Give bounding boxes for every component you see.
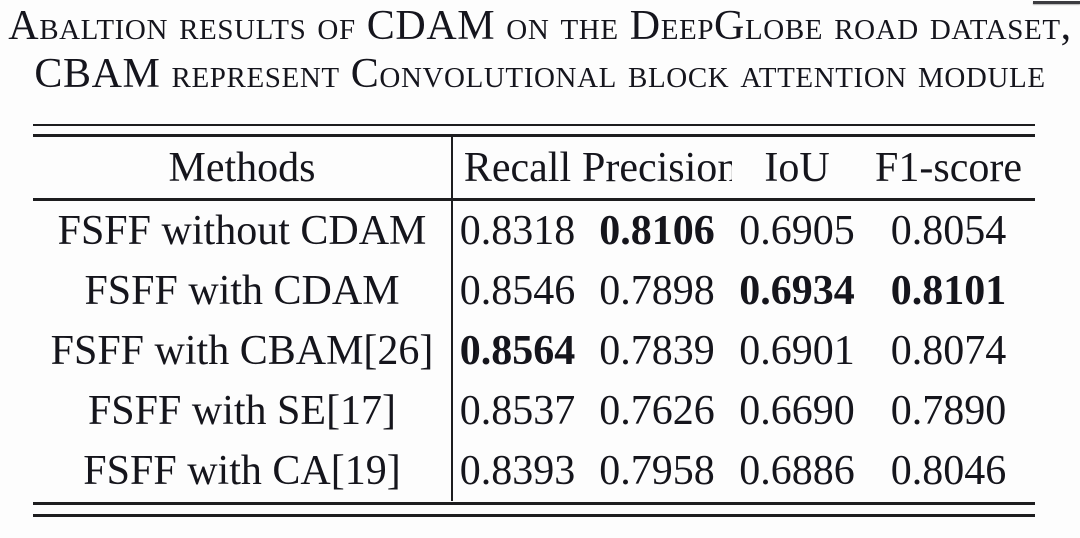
metric-cell: 0.8106 (599, 208, 715, 254)
metric-cell: 0.7839 (599, 328, 715, 374)
header-f1-score: F1-score (862, 137, 1035, 201)
metric-cell: 0.7898 (599, 268, 715, 314)
metric-cell: 0.7958 (599, 448, 715, 494)
header-row: Methods Recall Precision IoU F1-score (33, 137, 1035, 201)
top-rule-outer (33, 124, 1035, 126)
metric-cell: 0.8393 (459, 448, 576, 494)
cropped-artifact-line (1033, 1, 1080, 4)
bottom-rule-inner (33, 514, 1035, 517)
method-cell: FSFF with CDAM (33, 261, 453, 321)
table-row: FSFF without CDAM 0.8318 0.8106 0.6905 0… (33, 199, 1035, 261)
method-cell: FSFF with SE[17] (33, 381, 453, 441)
metric-cell: 0.8101 (890, 268, 1007, 314)
table-row: FSFF with SE[17] 0.8537 0.7626 0.6690 0.… (33, 381, 1035, 441)
table-row: FSFF with CA[19] 0.8393 0.7958 0.6886 0.… (33, 441, 1035, 501)
caption-line-1: Abaltion results of CDAM on the DeepGlob… (8, 3, 1072, 49)
table-caption: Abaltion results of CDAM on the DeepGlob… (0, 2, 1080, 98)
bottom-rule-outer (33, 502, 1035, 505)
method-cell: FSFF with CA[19] (33, 441, 453, 501)
table-row: FSFF with CDAM 0.8546 0.7898 0.6934 0.81… (33, 261, 1035, 321)
ablation-results-table: Methods Recall Precision IoU F1-score FS… (33, 137, 1035, 501)
header-recall: Recall (452, 137, 582, 201)
metric-cell: 0.8054 (890, 208, 1007, 254)
metric-cell: 0.6690 (739, 388, 855, 434)
table-row: FSFF with CBAM[26] 0.8564 0.7839 0.6901 … (33, 321, 1035, 381)
top-rule-inner (33, 134, 1035, 137)
metric-cell: 0.7890 (890, 388, 1007, 434)
metric-cell: 0.6901 (739, 328, 855, 374)
metric-cell: 0.8546 (459, 268, 576, 314)
header-iou: IoU (732, 137, 862, 201)
metric-cell: 0.8074 (890, 328, 1007, 374)
metric-cell: 0.7626 (599, 388, 715, 434)
metric-cell: 0.6886 (739, 448, 855, 494)
method-cell: FSFF without CDAM (33, 199, 453, 261)
results-table-container: Methods Recall Precision IoU F1-score FS… (33, 124, 1035, 518)
metric-cell: 0.8318 (459, 208, 576, 254)
metric-cell: 0.8046 (890, 448, 1007, 494)
metric-cell: 0.6934 (739, 268, 855, 314)
metric-cell: 0.6905 (739, 208, 855, 254)
caption-line-2: CBAM represent Convolutional block atten… (34, 51, 1046, 97)
header-methods: Methods (33, 137, 453, 201)
metric-cell: 0.8564 (459, 328, 576, 374)
metric-cell: 0.8537 (459, 388, 576, 434)
header-precision: Precision (582, 137, 732, 201)
method-cell: FSFF with CBAM[26] (33, 321, 453, 381)
